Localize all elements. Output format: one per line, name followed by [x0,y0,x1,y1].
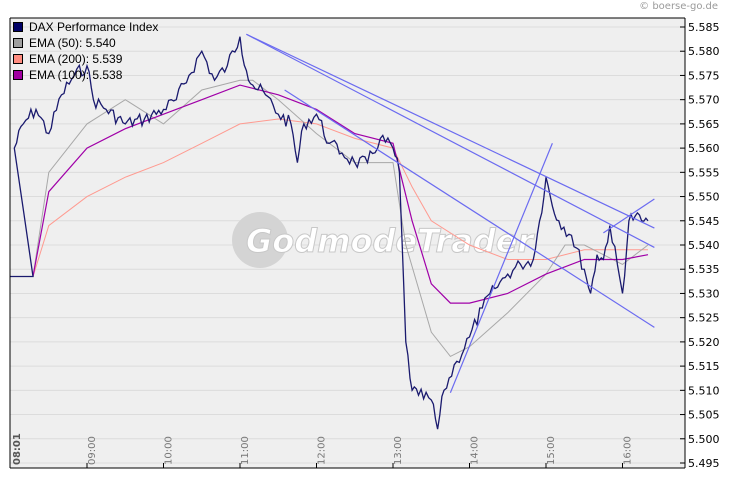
watermark-text: GodmodeTrader [246,222,535,260]
y-tick-label: 5.510 [688,384,720,397]
y-tick-label: 5.540 [688,239,720,252]
y-tick-label: 5.525 [688,312,720,325]
trendline [246,33,655,248]
legend-swatch-ema100 [13,70,23,80]
y-tick-label: 5.565 [688,118,720,131]
trendline [603,198,655,234]
y-tick-label: 5.550 [688,191,720,204]
legend-label-ema200: EMA (200): 5.539 [29,52,123,66]
trendline [284,89,655,328]
y-tick-label: 5.585 [688,21,720,34]
x-axis-ticks: 08:01 09:00 10:00 11:00 12:00 13:00 14:00 15:00… [12,433,634,468]
y-tick-label: 5.535 [688,263,720,276]
y-tick-label: 5.545 [688,215,720,228]
y-tick-label: 5.560 [688,142,720,155]
grid-lines [10,26,685,464]
trendline [246,33,655,229]
copyright-label: © boerse-go.de [639,1,718,12]
x-tick-label: 10:00 [164,436,175,465]
legend-swatch-dax [13,22,23,32]
watermark-logo: GodmodeTrader [232,212,536,268]
y-tick-label: 5.520 [688,336,720,349]
legend: DAX Performance Index EMA (50): 5.540 EM… [13,19,158,83]
y-tick-label: 5.515 [688,360,720,373]
legend-item-dax: DAX Performance Index [13,19,158,35]
x-tick-label: 11:00 [240,436,251,465]
trendline [449,143,553,393]
x-tick-label: 16:00 [623,436,634,465]
legend-item-ema50: EMA (50): 5.540 [13,35,158,51]
x-tick-label: 14:00 [470,436,481,465]
y-tick-label: 5.580 [688,45,720,58]
y-tick-label: 5.570 [688,94,720,107]
legend-swatch-ema200 [13,54,23,64]
legend-item-ema200: EMA (200): 5.539 [13,51,158,67]
x-tick-label: 08:01 [12,433,23,465]
price-line [10,36,649,430]
ema200-line [32,118,648,277]
x-tick-label: 15:00 [546,436,557,465]
legend-label-ema50: EMA (50): 5.540 [29,36,116,50]
x-tick-label: 09:00 [87,436,98,465]
ema50-line [32,79,649,358]
plot-area [10,18,685,468]
y-tick-label: 5.505 [688,409,720,422]
y-tick-label: 5.500 [688,433,720,446]
series-layer [10,36,649,430]
y-tick-label: 5.575 [688,69,720,82]
ema100-line [32,84,649,304]
legend-item-ema100: EMA (100): 5.538 [13,67,158,83]
y-tick-label: 5.495 [688,457,720,470]
legend-label-ema100: EMA (100): 5.538 [29,68,123,82]
y-tick-label: 5.555 [688,166,720,179]
legend-swatch-ema50 [13,38,23,48]
x-tick-label: 12:00 [317,436,328,465]
y-axis-ticks: 5.585 5.580 5.575 5.570 5.565 5.560 5.555 5.550… [680,21,720,470]
x-tick-label: 13:00 [393,436,404,465]
y-tick-label: 5.530 [688,287,720,300]
legend-label-dax: DAX Performance Index [29,20,159,34]
trendlines-layer [246,33,655,393]
